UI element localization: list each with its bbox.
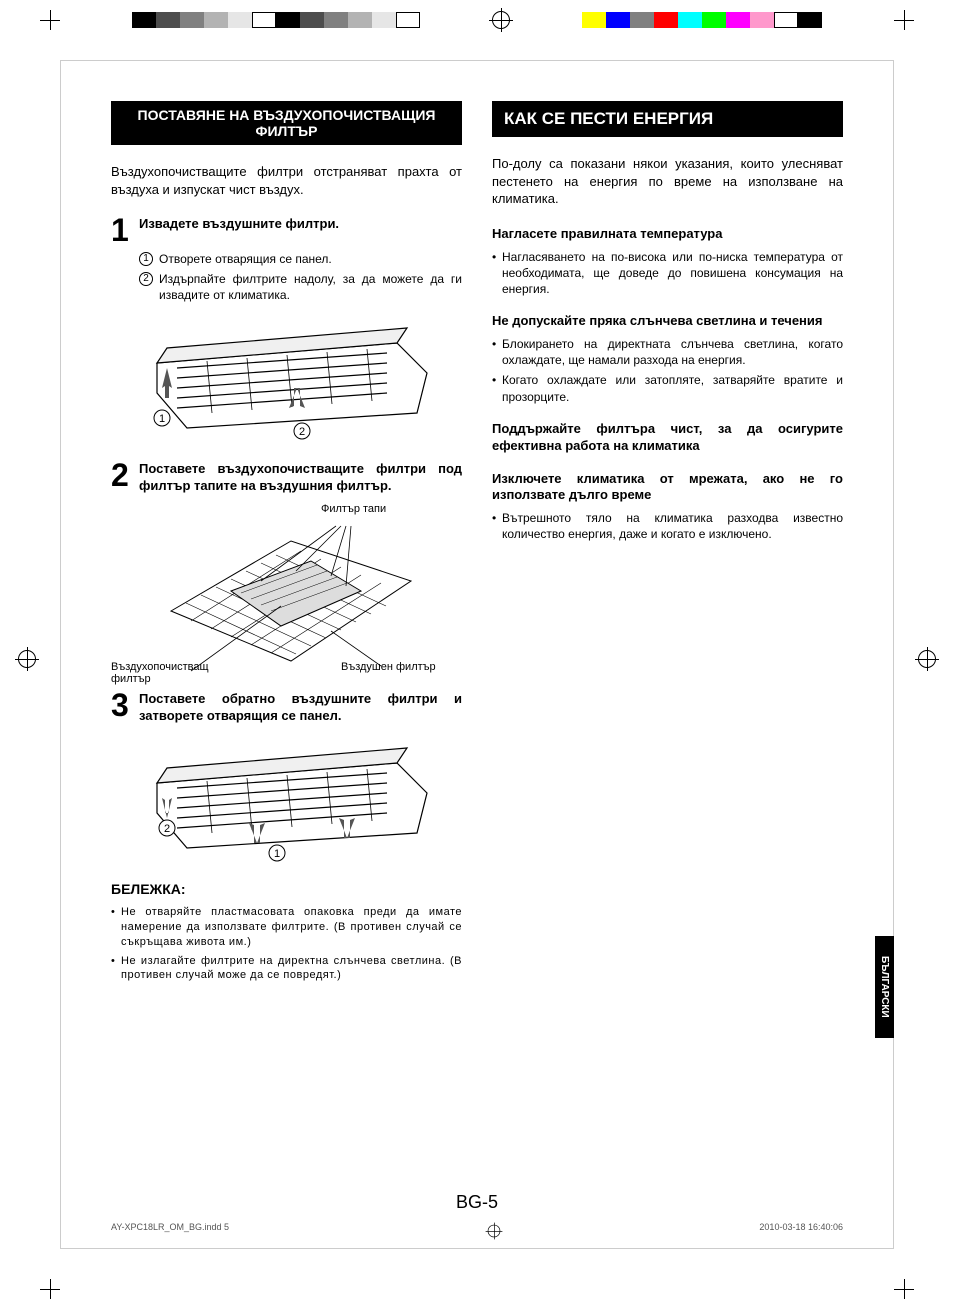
registration-mark-icon <box>18 650 36 668</box>
filter-diagram <box>131 511 431 681</box>
svg-text:1: 1 <box>273 848 279 860</box>
step-title: Извадете въздушните филтри. <box>139 216 462 233</box>
left-column: ПОСТАВЯНЕ НА ВЪЗДУХОПОЧИСТВАЩИЯ ФИЛТЪР В… <box>111 101 462 987</box>
printer-marks-top <box>0 0 954 40</box>
subheading: Изключете климатика от мрежата, ако не г… <box>492 471 843 505</box>
right-section-header: КАК СЕ ПЕСТИ ЕНЕРГИЯ <box>492 101 843 137</box>
page-number: BG-5 <box>61 1192 893 1213</box>
page-content: ПОСТАВЯНЕ НА ВЪЗДУХОПОЧИСТВАЩИЯ ФИЛТЪР В… <box>60 60 894 1249</box>
crop-mark-icon <box>894 1279 914 1299</box>
circled-number-icon: 2 <box>139 272 153 286</box>
color-bar <box>582 12 822 28</box>
step-3: 3 Поставете обратно въздушните филтри и … <box>111 691 462 725</box>
printer-marks-bottom <box>0 1269 954 1309</box>
registration-mark-icon <box>918 650 936 668</box>
step-number: 3 <box>111 691 133 720</box>
subheading: Нагласете правилната температура <box>492 226 843 243</box>
step-1: 1 Извадете въздушните филтри. <box>111 216 462 245</box>
svg-text:2: 2 <box>298 426 304 438</box>
ac-unit-diagram-2: 2 1 <box>137 733 437 863</box>
substep: 1 Отворете отварящия се панел. <box>139 251 462 267</box>
diagram-label: Въздушен филтър <box>341 661 436 673</box>
registration-mark-icon <box>492 11 510 29</box>
circled-number-icon: 1 <box>139 252 153 266</box>
footer-file: AY-XPC18LR_OM_BG.indd 5 <box>111 1222 229 1240</box>
crop-mark-icon <box>40 1279 60 1299</box>
svg-text:2: 2 <box>163 823 169 835</box>
bullet-item: Вътрешното тяло на климатика разходва из… <box>492 510 843 542</box>
substep: 2 Издърпайте филтрите надолу, за да може… <box>139 271 462 303</box>
step-title: Поставете обратно въздушните филтри и за… <box>139 691 462 725</box>
diagram-label: Въздухопочистващ филтър <box>111 661 241 685</box>
left-section-header: ПОСТАВЯНЕ НА ВЪЗДУХОПОЧИСТВАЩИЯ ФИЛТЪР <box>111 101 462 145</box>
bullet-list: Нагласяването на по-висока или по-ниска … <box>492 249 843 298</box>
bullet-item: Нагласяването на по-висока или по-ниска … <box>492 249 843 298</box>
bullet-list: Вътрешното тяло на климатика разходва из… <box>492 510 843 542</box>
crop-mark-icon <box>894 10 914 30</box>
right-intro: По-долу са показани някои указания, коит… <box>492 155 843 208</box>
subheading: Поддържайте филтъра чист, за да осигурит… <box>492 421 843 455</box>
note-item: Не излагайте филтрите на директна слънче… <box>111 954 462 984</box>
diagram-label: Филтър тапи <box>321 503 386 515</box>
bullet-item: Блокирането на директната слънчева светл… <box>492 336 843 368</box>
step-number: 2 <box>111 461 133 490</box>
bullet-list: Блокирането на директната слънчева светл… <box>492 336 843 405</box>
ac-unit-diagram-1: 1 2 <box>137 313 437 443</box>
registration-mark-icon <box>488 1225 501 1238</box>
bullet-item: Когато охлаждате или затопляте, затваряй… <box>492 372 843 404</box>
step-title: Поставете въздухопочистващите филтри под… <box>139 461 462 495</box>
step-number: 1 <box>111 216 133 245</box>
substep-text: Издърпайте филтрите надолу, за да можете… <box>159 271 462 303</box>
note-item: Не отваряйте пластмасовата опаковка пред… <box>111 905 462 950</box>
footer-timestamp: 2010-03-18 16:40:06 <box>759 1222 843 1240</box>
note-list: Не отваряйте пластмасовата опаковка пред… <box>111 905 462 983</box>
footer-info: AY-XPC18LR_OM_BG.indd 5 2010-03-18 16:40… <box>111 1222 843 1240</box>
svg-text:1: 1 <box>158 413 164 425</box>
substep-text: Отворете отварящия се панел. <box>159 251 332 267</box>
left-intro: Въздухопочистващите филтри отстраняват п… <box>111 163 462 198</box>
note-heading: БЕЛЕЖКА: <box>111 881 462 897</box>
step-2: 2 Поставете въздухопочистващите филтри п… <box>111 461 462 495</box>
right-column: КАК СЕ ПЕСТИ ЕНЕРГИЯ По-долу са показани… <box>492 101 843 987</box>
grayscale-bar <box>132 12 420 28</box>
language-tab: БЪЛГАРСКИ <box>875 936 894 1038</box>
subheading: Не допускайте пряка слънчева светлина и … <box>492 313 843 330</box>
crop-mark-icon <box>40 10 60 30</box>
